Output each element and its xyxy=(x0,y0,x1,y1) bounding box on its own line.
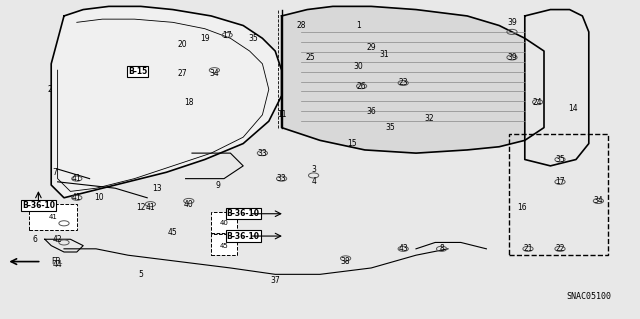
Text: 5: 5 xyxy=(138,270,143,279)
Text: 2: 2 xyxy=(47,85,52,94)
Text: 29: 29 xyxy=(366,43,376,52)
Text: 4: 4 xyxy=(311,177,316,186)
Text: B-15: B-15 xyxy=(128,67,147,76)
Text: 42: 42 xyxy=(52,235,63,244)
Text: 22: 22 xyxy=(556,244,564,253)
Text: 39: 39 xyxy=(507,18,517,27)
Text: SNAC05100: SNAC05100 xyxy=(566,292,611,301)
Text: 12: 12 xyxy=(136,203,145,212)
Text: 7: 7 xyxy=(52,168,57,177)
Text: 36: 36 xyxy=(366,107,376,116)
Text: 41: 41 xyxy=(72,174,82,183)
Text: 1: 1 xyxy=(356,21,361,30)
Text: 16: 16 xyxy=(516,203,527,212)
Text: 26: 26 xyxy=(356,82,367,91)
Text: 15: 15 xyxy=(347,139,357,148)
Text: 39: 39 xyxy=(507,53,517,62)
Text: 40: 40 xyxy=(220,220,228,226)
Text: 37: 37 xyxy=(270,276,280,285)
Text: B-36-10: B-36-10 xyxy=(22,201,55,210)
Text: 8: 8 xyxy=(439,244,444,253)
Text: 6: 6 xyxy=(33,235,38,244)
Polygon shape xyxy=(282,6,544,153)
Text: 45: 45 xyxy=(220,243,228,249)
Text: 35: 35 xyxy=(385,123,396,132)
Text: B-36-10: B-36-10 xyxy=(227,232,260,241)
Text: 23: 23 xyxy=(398,78,408,87)
Text: 41: 41 xyxy=(145,203,156,212)
Polygon shape xyxy=(51,6,282,198)
Text: 33: 33 xyxy=(257,149,268,158)
Text: 28: 28 xyxy=(296,21,305,30)
Text: 3: 3 xyxy=(311,165,316,174)
Text: 24: 24 xyxy=(532,98,543,107)
Text: 41: 41 xyxy=(72,193,82,202)
Text: 20: 20 xyxy=(177,40,188,49)
Text: 35: 35 xyxy=(248,34,258,43)
Text: 21: 21 xyxy=(524,244,532,253)
Bar xyxy=(29,204,77,230)
Text: 44: 44 xyxy=(52,260,63,269)
Text: 11: 11 xyxy=(277,110,286,119)
Text: 17: 17 xyxy=(222,31,232,40)
Text: 19: 19 xyxy=(200,34,210,43)
Text: B-36-10: B-36-10 xyxy=(227,209,260,218)
Text: FR.: FR. xyxy=(51,257,63,266)
Text: 45: 45 xyxy=(168,228,178,237)
Text: 17: 17 xyxy=(555,177,565,186)
Text: 34: 34 xyxy=(593,197,604,205)
Text: 43: 43 xyxy=(398,244,408,253)
Text: 32: 32 xyxy=(424,114,434,122)
Text: 34: 34 xyxy=(209,69,220,78)
Text: 30: 30 xyxy=(353,63,364,71)
Text: 10: 10 xyxy=(94,193,104,202)
Bar xyxy=(509,134,608,255)
Text: 33: 33 xyxy=(276,174,287,183)
Bar xyxy=(211,234,237,255)
Text: 9: 9 xyxy=(215,181,220,189)
Text: 13: 13 xyxy=(152,184,162,193)
Bar xyxy=(211,212,237,233)
Polygon shape xyxy=(525,10,589,166)
Text: 38: 38 xyxy=(340,257,351,266)
Text: 40: 40 xyxy=(184,200,194,209)
Text: 35: 35 xyxy=(555,155,565,164)
Text: 41: 41 xyxy=(49,214,58,220)
Text: 27: 27 xyxy=(177,69,188,78)
Text: 31: 31 xyxy=(379,50,389,59)
Text: 25: 25 xyxy=(305,53,316,62)
Text: 14: 14 xyxy=(568,104,578,113)
Text: 18: 18 xyxy=(184,98,193,107)
